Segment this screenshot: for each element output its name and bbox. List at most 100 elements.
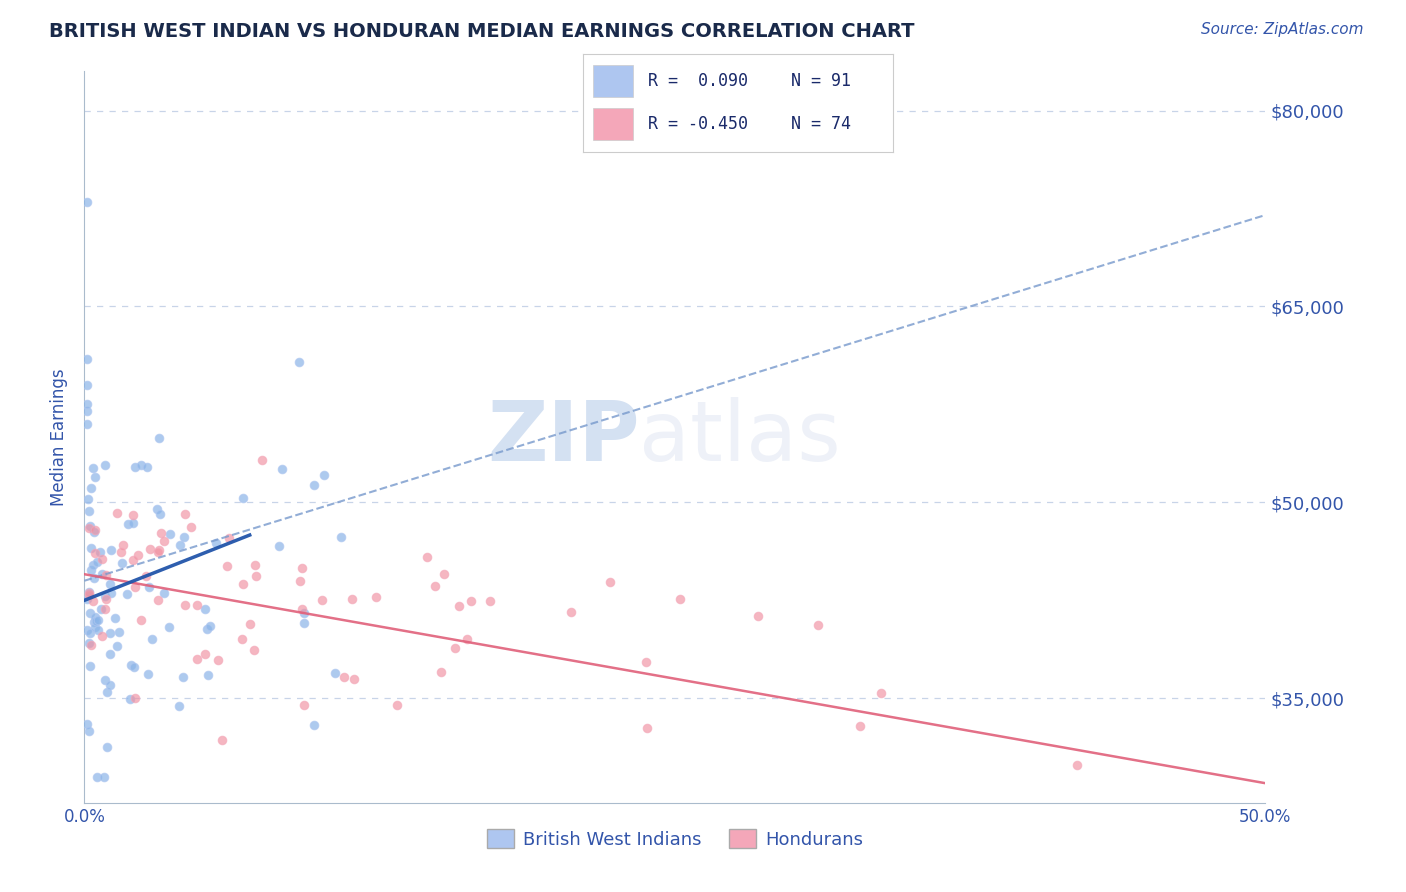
Point <box>93 770 115 784</box>
Point <box>157 620 180 634</box>
Point <box>148 543 170 558</box>
Point <box>77 504 100 518</box>
Point <box>636 721 658 735</box>
Point <box>108 625 131 640</box>
Point <box>80 638 103 652</box>
Point <box>77 723 100 738</box>
Text: BRITISH WEST INDIAN VS HONDURAN MEDIAN EARNINGS CORRELATION CHART: BRITISH WEST INDIAN VS HONDURAN MEDIAN E… <box>49 22 915 41</box>
Point <box>194 601 217 615</box>
Point <box>146 592 169 607</box>
Point <box>870 686 893 700</box>
Point <box>84 614 107 628</box>
Point <box>153 586 176 600</box>
Point <box>292 616 315 631</box>
Point <box>84 524 107 538</box>
Point <box>173 530 195 544</box>
Point <box>340 592 363 607</box>
Point <box>148 431 170 445</box>
Text: Source: ZipAtlas.com: Source: ZipAtlas.com <box>1201 22 1364 37</box>
Point <box>150 525 173 540</box>
Point <box>94 589 117 603</box>
Point <box>198 619 221 633</box>
Point <box>117 516 139 531</box>
Point <box>599 574 621 589</box>
Point <box>76 592 98 607</box>
Point <box>385 698 408 713</box>
Point <box>135 459 157 474</box>
Point <box>311 593 333 607</box>
Point <box>302 478 325 492</box>
Point <box>127 549 149 563</box>
Point <box>195 623 218 637</box>
Point <box>83 615 105 629</box>
Point <box>94 458 117 473</box>
Point <box>79 659 101 673</box>
Point <box>90 551 112 566</box>
Point <box>122 553 145 567</box>
Point <box>366 590 388 604</box>
Point <box>416 549 439 564</box>
Text: R = -0.450: R = -0.450 <box>648 115 748 133</box>
Point <box>430 665 453 679</box>
Point <box>291 561 314 575</box>
Point <box>79 481 101 495</box>
Point <box>107 506 129 520</box>
Point <box>110 545 132 559</box>
Point <box>292 606 315 620</box>
Point <box>232 491 254 506</box>
Y-axis label: Median Earnings: Median Earnings <box>51 368 69 506</box>
Point <box>104 610 127 624</box>
Point <box>169 538 191 552</box>
Point <box>138 541 160 556</box>
Point <box>302 718 325 732</box>
Point <box>76 624 98 638</box>
Point <box>211 733 233 747</box>
Point <box>83 610 105 624</box>
Point <box>100 586 122 600</box>
Point <box>124 460 146 475</box>
Point <box>174 598 197 612</box>
Point <box>120 657 142 672</box>
Point <box>245 569 267 583</box>
Point <box>105 640 128 654</box>
Point <box>291 601 314 615</box>
Point <box>76 417 98 431</box>
Point <box>77 491 100 506</box>
Point <box>180 520 202 534</box>
Point <box>149 507 172 521</box>
Point <box>76 716 98 731</box>
Point <box>82 558 104 572</box>
Point <box>100 647 122 661</box>
Point <box>145 502 167 516</box>
Point <box>186 599 208 613</box>
Point <box>90 602 112 616</box>
Point <box>90 567 112 582</box>
Point <box>849 718 872 732</box>
Point <box>478 594 501 608</box>
Point <box>343 672 366 686</box>
Point <box>243 558 266 573</box>
Point <box>76 397 98 411</box>
Point <box>1066 758 1088 772</box>
Point <box>94 673 117 687</box>
Point <box>77 585 100 599</box>
Point <box>89 545 111 559</box>
Text: ZIP: ZIP <box>486 397 640 477</box>
Point <box>747 608 769 623</box>
Point <box>460 594 482 608</box>
Point <box>86 623 108 637</box>
Point <box>131 458 153 473</box>
Point <box>77 588 100 602</box>
Point <box>98 626 121 640</box>
Point <box>560 606 582 620</box>
Point <box>218 531 240 545</box>
Point <box>433 566 456 581</box>
Point <box>77 521 100 535</box>
Point <box>243 643 266 657</box>
FancyBboxPatch shape <box>593 65 633 96</box>
Point <box>94 567 117 582</box>
Point <box>79 541 101 555</box>
Point <box>77 586 100 600</box>
Point <box>668 591 690 606</box>
Point <box>112 538 135 552</box>
